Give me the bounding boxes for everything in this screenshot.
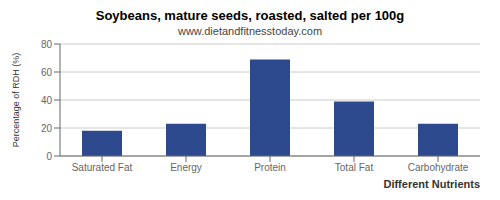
html-text:Soybeans, mature seeds, roaste: Soybeans, mature seeds, roasted, salted … [95,8,405,23]
svg-text:Percentage of RDH (%): Percentage of RDH (%) [11,53,21,148]
svg-text:0: 0 [46,151,52,162]
svg-text:Energy: Energy [170,162,202,173]
svg-text:20: 20 [41,123,53,134]
svg-text:Protein: Protein [254,162,286,173]
svg-text:40: 40 [41,95,53,106]
svg-text:Total Fat: Total Fat [335,162,374,173]
html-text:www.dietandfitnesstoday.com: www.dietandfitnesstoday.com [178,25,322,37]
svg-text:Different Nutrients: Different Nutrients [383,178,480,188]
svg-text:80: 80 [41,39,53,50]
svg-text:60: 60 [41,67,53,78]
svg-text:Carbohydrate: Carbohydrate [408,162,469,173]
svg-text:Saturated Fat: Saturated Fat [72,162,133,173]
